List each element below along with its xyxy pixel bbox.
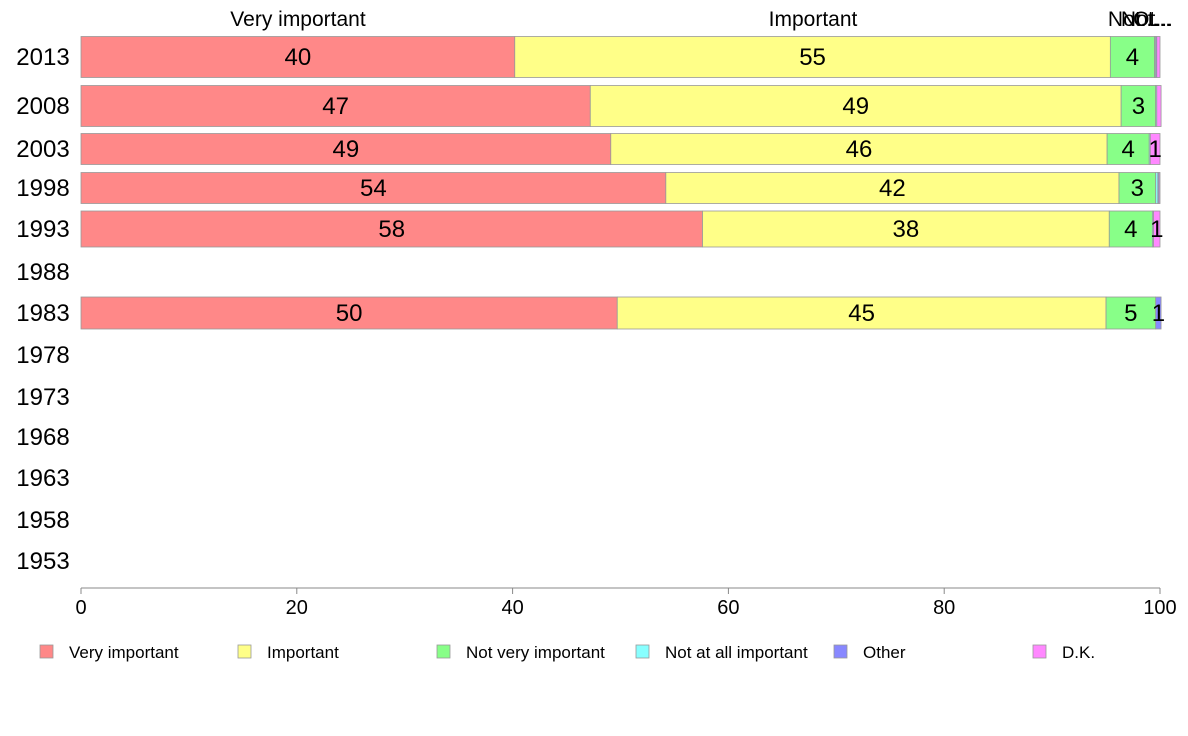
- legend-label-not-at-all-important: Not at all important: [665, 643, 808, 662]
- bar-1993-d-k: [1153, 210, 1161, 248]
- legend-swatch-important: [237, 644, 252, 659]
- top-label-2: Not...: [1108, 8, 1158, 31]
- bar-label-2013-important: 55: [799, 44, 826, 71]
- y-label-2008: 2008: [16, 93, 69, 120]
- y-label-1958: 1958: [16, 507, 69, 534]
- bar-2013-d-k: [1156, 36, 1161, 78]
- top-category-labels: Very important Important Not...Not...Ot...: [230, 8, 1173, 31]
- bar-2008-important: [589, 85, 1122, 127]
- bar-1993-very-important: [80, 210, 703, 248]
- bar-1998-not-very-important: [1118, 172, 1157, 204]
- x-axis: 0 20 40 60 80 100: [75, 587, 1177, 619]
- x-tick-label-20: 20: [286, 597, 308, 619]
- bar-label-1983-important: 45: [848, 300, 875, 327]
- bar-label-1983-not-very-important: 5: [1124, 300, 1137, 327]
- bar-label-2013-very-important: 40: [285, 44, 312, 71]
- legend-label-not-very-important: Not very important: [466, 643, 605, 662]
- bar-label-1998-very-important: 54: [360, 175, 387, 202]
- top-label-0: Very important: [230, 8, 366, 31]
- y-label-2003: 2003: [16, 136, 69, 163]
- legend-swatch-very-important: [39, 644, 54, 659]
- legend-label-important: Important: [267, 643, 339, 662]
- y-label-1963: 1963: [16, 465, 69, 492]
- bar-2003-d-k: [1149, 133, 1161, 165]
- bar-label-2003-important: 46: [846, 136, 873, 163]
- y-label-1983: 1983: [16, 300, 69, 327]
- y-label-2013: 2013: [16, 44, 69, 71]
- bar-1993-important: [702, 210, 1110, 248]
- y-label-1953: 1953: [16, 548, 69, 575]
- bars: 40 55 447 49 349 46 4 154 42 358 38 4 150 45 5 1: [80, 36, 1165, 330]
- legend-swatch-not-at-all-important: [635, 644, 650, 659]
- y-label-1998: 1998: [16, 175, 69, 202]
- bar-2008-not-very-important: [1120, 85, 1157, 127]
- y-label-1993: 1993: [16, 216, 69, 243]
- legend-swatch-d-k: [1032, 644, 1047, 659]
- legend: Very important Important Not very importan…: [39, 643, 1095, 662]
- x-tick-label-60: 60: [717, 597, 739, 619]
- bar-label-2008-not-very-important: 3: [1132, 93, 1145, 120]
- x-tick-label-40: 40: [501, 597, 523, 619]
- bar-label-2008-important: 49: [842, 93, 869, 120]
- bar-label-2008-very-important: 47: [322, 93, 349, 120]
- legend-label-other: Other: [863, 643, 906, 662]
- bar-2008-very-important: [80, 85, 591, 127]
- bar-1998-d-k: [1158, 172, 1161, 204]
- bar-label-1993-d-k: 1: [1150, 216, 1163, 243]
- x-tick-label-100: 100: [1143, 597, 1176, 619]
- bar-1998-important: [665, 172, 1120, 204]
- y-axis-labels: 2013 2008 2003 1998 1993 1988 1983 1978 1973 1968…: [16, 44, 69, 575]
- x-tick-label-0: 0: [75, 597, 86, 619]
- bar-label-2003-d-k: 1: [1148, 136, 1161, 163]
- legend-swatch-not-very-important: [436, 644, 451, 659]
- top-label-3: Not...: [1121, 8, 1171, 31]
- bar-label-1993-important: 38: [893, 216, 920, 243]
- legend-label-very-important: Very important: [69, 643, 179, 662]
- y-label-1978: 1978: [16, 342, 69, 369]
- bar-2003-important: [610, 133, 1108, 165]
- bar-label-2003-not-very-important: 4: [1121, 136, 1134, 163]
- bar-label-2003-very-important: 49: [333, 136, 360, 163]
- bar-1983-other: [1155, 296, 1162, 330]
- y-label-1988: 1988: [16, 259, 69, 286]
- legend-label-d-k: D.K.: [1062, 643, 1095, 662]
- bar-2003-not-very-important: [1106, 133, 1150, 165]
- bar-label-1998-important: 42: [879, 175, 906, 202]
- bar-label-1998-not-very-important: 3: [1131, 175, 1144, 202]
- bar-label-1983-very-important: 50: [336, 300, 363, 327]
- legend-swatch-other: [833, 644, 848, 659]
- bar-label-1983-other: 1: [1152, 300, 1165, 327]
- bar-2013-very-important: [80, 36, 516, 78]
- bar-label-1993-very-important: 58: [378, 216, 405, 243]
- x-tick-label-80: 80: [933, 597, 955, 619]
- bar-2008-d-k: [1156, 85, 1162, 127]
- bar-1993-not-very-important: [1108, 210, 1153, 248]
- bar-1983-important: [616, 296, 1107, 330]
- bar-2013-not-very-important: [1109, 36, 1156, 78]
- bar-1998-very-important: [80, 172, 667, 204]
- bar-label-2013-not-very-important: 4: [1126, 44, 1139, 71]
- bar-label-1993-not-very-important: 4: [1124, 216, 1137, 243]
- y-label-1968: 1968: [16, 424, 69, 451]
- y-label-1973: 1973: [16, 384, 69, 411]
- top-label-1: Important: [769, 8, 858, 31]
- top-label-4: Ot...: [1133, 8, 1173, 31]
- bar-1983-very-important: [80, 296, 618, 330]
